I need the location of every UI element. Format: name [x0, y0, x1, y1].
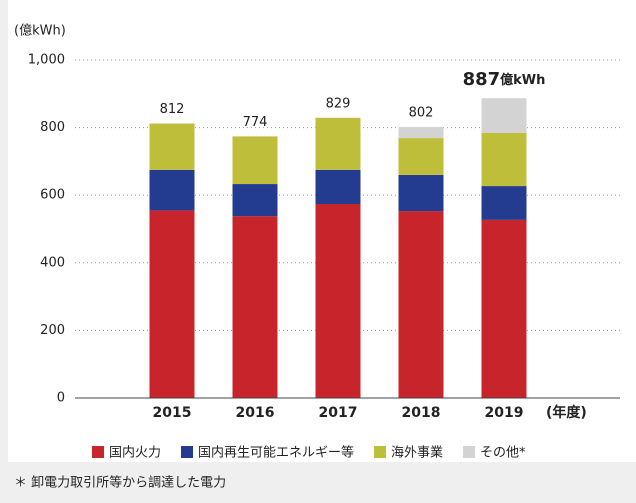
legend-label: 国内火力	[109, 445, 161, 461]
bar-segment	[232, 136, 278, 185]
bar-segment	[149, 123, 195, 170]
bar-segment	[232, 216, 278, 398]
bar-segment	[149, 210, 195, 398]
x-tick-label: 2016	[236, 405, 275, 421]
total-label: 774	[243, 115, 268, 130]
bar-segment	[149, 169, 195, 211]
legend-swatch	[463, 446, 476, 458]
legend-swatch	[374, 446, 387, 458]
total-label: 829	[326, 96, 351, 111]
legend-label: その他*	[480, 446, 526, 461]
total-label: 812	[160, 102, 185, 117]
y-tick-label: 0	[57, 391, 65, 406]
total-unit: 億kWh	[500, 72, 545, 88]
bar-segment	[315, 203, 361, 398]
x-tick-label: 2018	[402, 405, 441, 421]
bar-segment	[315, 117, 361, 170]
y-tick-label: 800	[40, 120, 65, 135]
x-unit: (年度)	[546, 404, 587, 421]
bar-segment	[481, 98, 527, 134]
legend-label: 国内再生可能エネルギー等	[198, 445, 354, 461]
y-tick-label: 400	[40, 255, 65, 270]
bar-segment	[398, 211, 444, 398]
footnote: ＊ 卸電力取引所等から調達した電力	[14, 475, 226, 491]
total-label: 802	[409, 105, 434, 120]
bar-segment	[232, 184, 278, 217]
x-tick-label: 2017	[319, 405, 358, 421]
bar-segment	[481, 219, 527, 398]
bar-segment	[398, 174, 444, 212]
x-tick-label: 2015	[153, 405, 192, 421]
y-axis-label: (億kWh)	[14, 23, 66, 39]
x-tick-label: 2019	[485, 405, 524, 421]
y-tick-label: 1,000	[28, 53, 65, 68]
y-tick-label: 200	[40, 323, 65, 338]
total-value: 887	[463, 69, 501, 90]
bar-segment	[481, 186, 527, 220]
legend-swatch	[181, 446, 194, 458]
bar-segment	[398, 126, 444, 139]
bar-segment	[481, 133, 527, 187]
bar-segment	[315, 169, 361, 204]
total-label: 887億kWh	[463, 69, 546, 90]
legend-label: 海外事業	[391, 445, 443, 461]
y-tick-label: 600	[40, 188, 65, 203]
bar-segment	[398, 138, 444, 175]
legend-swatch	[92, 446, 104, 458]
